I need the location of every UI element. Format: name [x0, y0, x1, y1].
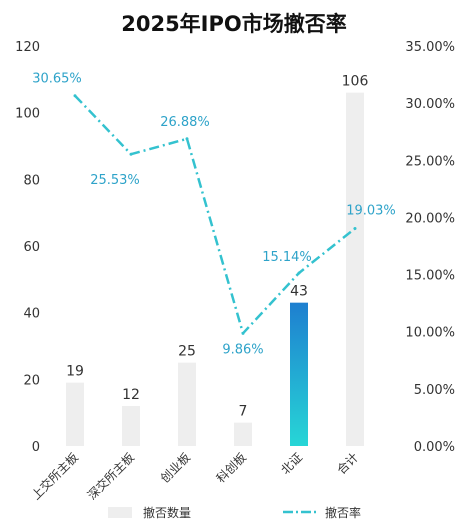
bar [346, 92, 364, 447]
line-value-label: 26.88% [160, 115, 210, 130]
legend: 撤否数量 撤否率 [108, 505, 361, 520]
line-point [129, 152, 133, 156]
left-tick-label: 40 [23, 307, 40, 322]
legend-bar-label: 撤否数量 [143, 505, 191, 520]
line-series: 30.65% 25.53% 26.88% 9.86% 15.14% 19.03% [32, 72, 396, 358]
right-axis: 0.00% 5.00% 10.00% 15.00% 20.00% 25.00% 30.00%… [405, 40, 455, 455]
bar [122, 406, 140, 446]
right-tick-label: 5.00% [414, 383, 455, 398]
left-tick-label: 20 [23, 373, 40, 388]
line-value-label: 15.14% [262, 250, 312, 265]
right-tick-label: 15.00% [405, 269, 455, 284]
category-label: 创业板 [158, 450, 193, 485]
bar [290, 302, 308, 446]
right-tick-label: 30.00% [405, 97, 455, 112]
bar-value-label: 12 [122, 387, 140, 403]
right-tick-label: 0.00% [414, 440, 455, 455]
chart-title: 2025年IPO市场撤否率 [121, 12, 347, 36]
bar-value-label: 43 [290, 284, 308, 300]
category-label: 北证 [278, 450, 305, 477]
left-axis: 0 20 40 60 80 100 120 [15, 40, 40, 455]
bar-series: 19 12 25 7 43 106 [66, 74, 369, 447]
left-tick-label: 120 [15, 40, 40, 55]
line-value-label: 9.86% [222, 342, 263, 357]
left-tick-label: 60 [23, 240, 40, 255]
right-tick-label: 25.00% [405, 154, 455, 169]
left-tick-label: 80 [23, 173, 40, 188]
category-label: 科创板 [214, 450, 249, 485]
legend-line-label: 撤否率 [325, 505, 361, 520]
line-path [74, 94, 356, 335]
category-label: 深交所主板 [84, 450, 137, 503]
bar [66, 382, 84, 446]
line-point [353, 227, 357, 231]
bar-value-label: 106 [342, 74, 369, 90]
line-point [297, 271, 301, 275]
line-point [241, 331, 245, 335]
line-value-label: 30.65% [32, 72, 82, 87]
right-tick-label: 10.00% [405, 326, 455, 341]
bar-value-label: 7 [239, 404, 248, 420]
bar-value-label: 19 [66, 364, 84, 380]
left-tick-label: 100 [15, 107, 40, 122]
line-value-label: 25.53% [90, 173, 140, 188]
line-value-label: 19.03% [346, 204, 396, 219]
line-point [73, 94, 77, 98]
right-tick-label: 35.00% [405, 40, 455, 55]
bar [234, 422, 252, 446]
category-label: 上交所主板 [28, 450, 81, 503]
left-tick-label: 0 [32, 440, 40, 455]
bar-value-label: 25 [178, 344, 196, 360]
line-point [185, 137, 189, 141]
category-label: 合计 [334, 450, 362, 478]
x-axis: 上交所主板 深交所主板 创业板 科创板 北证 合计 [28, 450, 361, 503]
legend-bar-swatch [108, 507, 132, 518]
right-tick-label: 20.00% [405, 211, 455, 226]
bar [178, 362, 196, 446]
